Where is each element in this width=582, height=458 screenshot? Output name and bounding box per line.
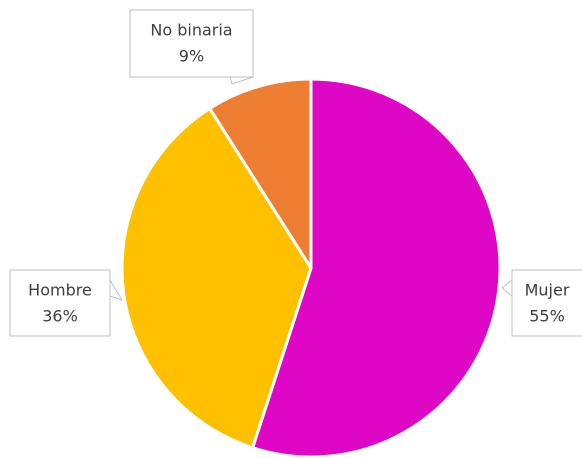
- value-label: 9%: [179, 47, 204, 66]
- category-label: No binaria: [150, 21, 232, 40]
- callout-pointer: [501, 278, 513, 298]
- pie-slice: [208, 77, 313, 270]
- category-label: Hombre: [28, 281, 92, 300]
- value-label: 55%: [529, 307, 565, 326]
- pie-slice: [120, 106, 313, 450]
- data-labels: Mujer 55% Hombre 36% No binaria 9%: [9, 9, 582, 337]
- callout-pointer: [229, 76, 254, 85]
- callout-box: [9, 269, 111, 337]
- category-label: Mujer: [525, 281, 570, 300]
- callout-box: [129, 9, 254, 78]
- pie-slice: [251, 77, 502, 458]
- value-label: 36%: [42, 307, 78, 326]
- callout-box: [511, 269, 582, 337]
- callout-pointer: [109, 278, 124, 301]
- pie: [120, 77, 502, 458]
